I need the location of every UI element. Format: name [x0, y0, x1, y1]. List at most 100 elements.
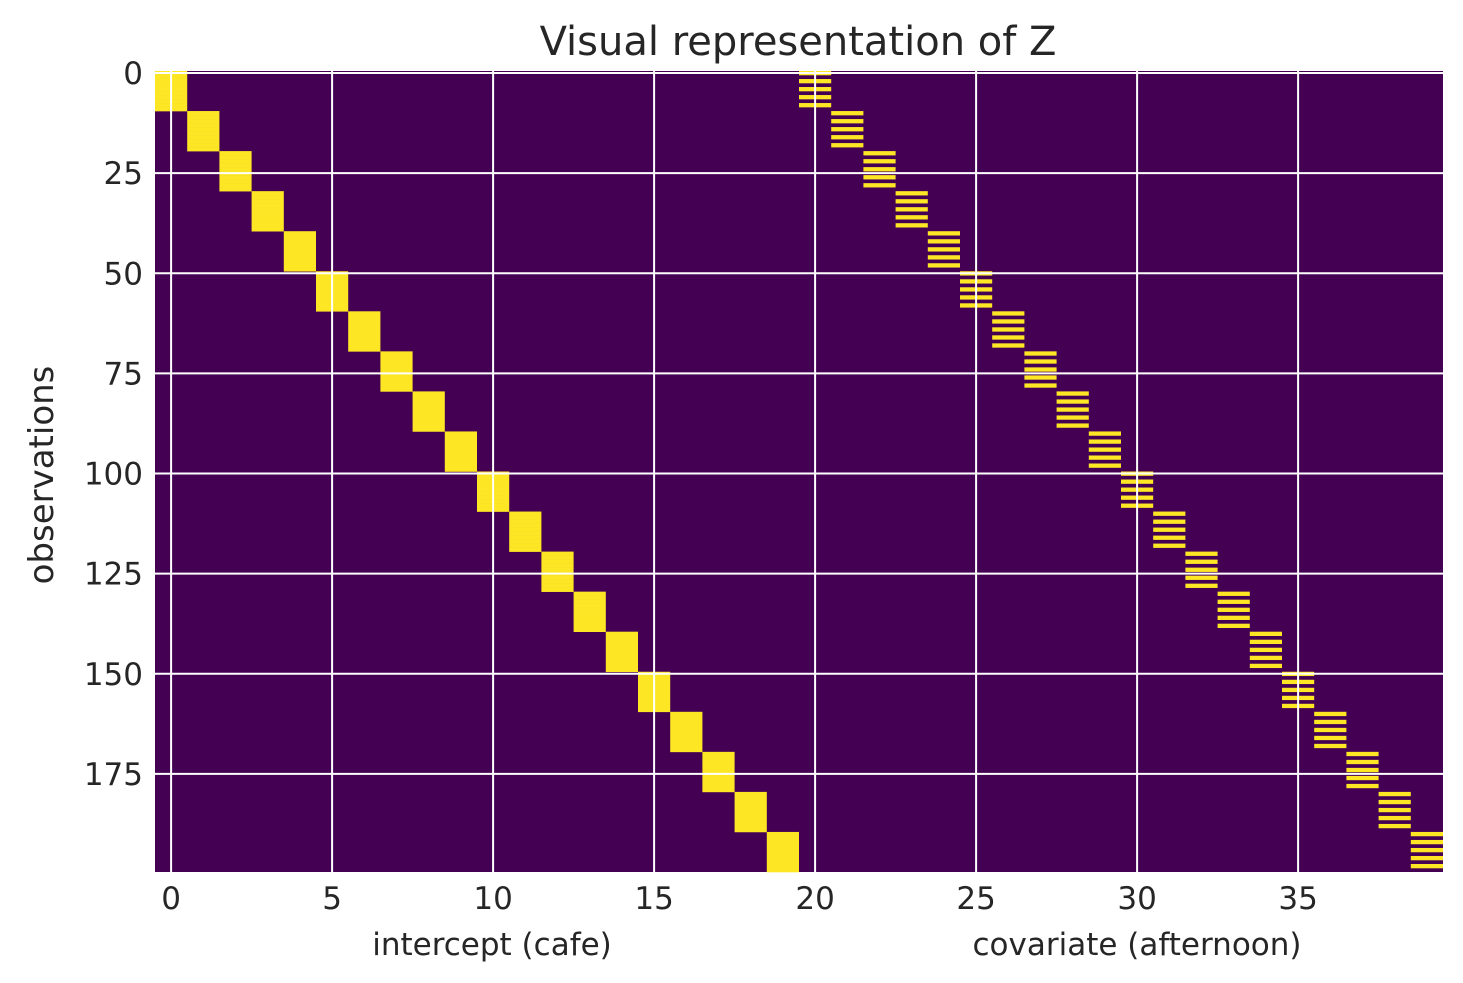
intercept-cell — [541, 583, 574, 588]
covariate-cell — [1185, 559, 1218, 564]
y-tick-label: 0 — [123, 56, 143, 92]
intercept-cell — [573, 627, 606, 632]
covariate-cell — [1346, 751, 1379, 757]
intercept-cell — [573, 603, 606, 608]
covariate-cell — [927, 255, 960, 260]
covariate-cell — [1314, 735, 1347, 741]
intercept-cell — [283, 267, 316, 272]
covariate-cell — [927, 239, 960, 244]
covariate-cell — [895, 215, 928, 220]
intercept-cell — [444, 447, 477, 452]
intercept-cell — [541, 567, 574, 572]
covariate-cell — [895, 207, 928, 212]
intercept-cell — [380, 375, 413, 380]
intercept-cell — [509, 531, 542, 536]
covariate-cell — [863, 159, 896, 164]
intercept-cell — [380, 351, 413, 356]
intercept-cell — [509, 519, 542, 524]
intercept-cell — [219, 155, 252, 160]
intercept-cell — [251, 207, 284, 212]
intercept-cell — [348, 339, 381, 344]
intercept-cell — [766, 855, 799, 861]
x-label-covariate: covariate (afternoon) — [973, 927, 1302, 963]
intercept-cell — [509, 515, 542, 520]
intercept-cell — [734, 811, 767, 817]
covariate-cell — [1088, 447, 1121, 452]
covariate-cell — [1185, 583, 1218, 588]
intercept-cell — [605, 651, 638, 657]
covariate-cell — [1088, 439, 1121, 444]
covariate-cell — [1378, 791, 1411, 797]
covariate-cell — [1410, 855, 1443, 861]
covariate-cell — [1024, 367, 1057, 372]
intercept-cell — [573, 615, 606, 620]
intercept-cell — [605, 663, 638, 669]
intercept-cell — [702, 787, 735, 793]
intercept-cell — [573, 611, 606, 616]
covariate-cell — [992, 311, 1025, 316]
covariate-cell — [1410, 839, 1443, 845]
x-tick-label: 15 — [634, 881, 673, 917]
intercept-cell — [573, 591, 606, 596]
intercept-cell — [766, 835, 799, 841]
intercept-cell — [348, 347, 381, 352]
covariate-cell — [831, 135, 864, 140]
intercept-cell — [348, 311, 381, 316]
x-tick-label: 30 — [1117, 881, 1156, 917]
intercept-cell — [251, 199, 284, 204]
intercept-cell — [766, 839, 799, 845]
covariate-cell — [927, 247, 960, 252]
intercept-cell — [251, 215, 284, 220]
covariate-cell — [1249, 655, 1282, 661]
intercept-cell — [734, 807, 767, 813]
intercept-cell — [412, 395, 445, 400]
intercept-cell — [509, 523, 542, 528]
intercept-cell — [766, 867, 799, 873]
intercept-cell — [734, 823, 767, 829]
covariate-cell — [1217, 607, 1250, 612]
covariate-cell — [1024, 351, 1057, 356]
intercept-cell — [283, 231, 316, 236]
intercept-cell — [605, 631, 638, 637]
covariate-cell — [831, 111, 864, 116]
intercept-cell — [702, 759, 735, 765]
intercept-cell — [187, 123, 220, 128]
y-tick-label: 100 — [84, 457, 143, 493]
covariate-cell — [1346, 759, 1379, 765]
intercept-cell — [605, 659, 638, 665]
covariate-cell — [1249, 647, 1282, 653]
covariate-cell — [831, 127, 864, 132]
intercept-cell — [380, 379, 413, 384]
covariate-cell — [992, 319, 1025, 324]
intercept-cell — [509, 543, 542, 548]
intercept-cell — [541, 563, 574, 568]
covariate-cell — [1088, 455, 1121, 460]
covariate-cell — [895, 199, 928, 204]
intercept-cell — [670, 731, 703, 737]
intercept-cell — [380, 359, 413, 364]
intercept-cell — [605, 639, 638, 645]
intercept-cell — [348, 323, 381, 328]
intercept-cell — [380, 367, 413, 372]
intercept-cell — [509, 527, 542, 532]
intercept-cell — [187, 139, 220, 144]
intercept-cell — [283, 243, 316, 248]
intercept-cell — [734, 803, 767, 809]
covariate-cell — [1088, 431, 1121, 436]
intercept-cell — [283, 247, 316, 252]
intercept-cell — [605, 667, 638, 673]
intercept-cell — [541, 587, 574, 592]
intercept-cell — [444, 467, 477, 472]
covariate-cell — [1378, 807, 1411, 813]
intercept-cell — [573, 599, 606, 604]
intercept-cell — [509, 535, 542, 540]
covariate-cell — [863, 167, 896, 172]
intercept-cell — [702, 751, 735, 757]
intercept-cell — [509, 547, 542, 552]
intercept-cell — [509, 539, 542, 544]
intercept-cell — [348, 319, 381, 324]
intercept-cell — [412, 427, 445, 432]
intercept-cell — [187, 135, 220, 140]
intercept-cell — [670, 723, 703, 729]
